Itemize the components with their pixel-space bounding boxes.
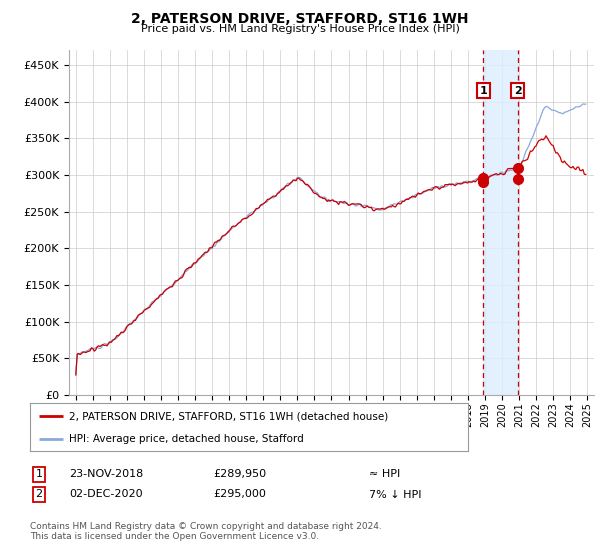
Text: ≈ HPI: ≈ HPI: [369, 469, 400, 479]
Bar: [483, 50, 518, 395]
Text: 2, PATERSON DRIVE, STAFFORD, ST16 1WH (detached house): 2, PATERSON DRIVE, STAFFORD, ST16 1WH (d…: [70, 411, 389, 421]
Text: 1: 1: [479, 86, 487, 96]
Text: 7% ↓ HPI: 7% ↓ HPI: [369, 489, 421, 500]
Text: £289,950: £289,950: [213, 469, 266, 479]
Text: 02-DEC-2020: 02-DEC-2020: [69, 489, 143, 500]
Text: 23-NOV-2018: 23-NOV-2018: [69, 469, 143, 479]
Text: £295,000: £295,000: [213, 489, 266, 500]
Text: Contains HM Land Registry data © Crown copyright and database right 2024.
This d: Contains HM Land Registry data © Crown c…: [30, 522, 382, 542]
Text: 2, PATERSON DRIVE, STAFFORD, ST16 1WH: 2, PATERSON DRIVE, STAFFORD, ST16 1WH: [131, 12, 469, 26]
Text: 2: 2: [35, 489, 43, 500]
Text: Price paid vs. HM Land Registry's House Price Index (HPI): Price paid vs. HM Land Registry's House …: [140, 24, 460, 34]
Text: 2: 2: [514, 86, 521, 96]
Text: HPI: Average price, detached house, Stafford: HPI: Average price, detached house, Staf…: [70, 434, 304, 444]
Text: 1: 1: [35, 469, 43, 479]
